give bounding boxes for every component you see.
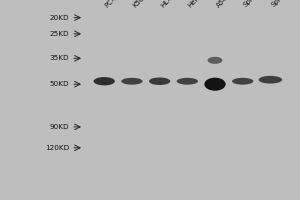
Ellipse shape <box>204 78 226 91</box>
Text: Spleen: Spleen <box>270 0 291 8</box>
Text: Spleen: Spleen <box>243 0 264 8</box>
Text: K562: K562 <box>132 0 149 8</box>
Text: 90KD: 90KD <box>50 124 69 130</box>
Ellipse shape <box>94 77 115 85</box>
Text: A549: A549 <box>215 0 232 8</box>
Text: 50KD: 50KD <box>50 81 69 87</box>
Text: 35KD: 35KD <box>50 55 69 61</box>
Ellipse shape <box>149 77 170 85</box>
Ellipse shape <box>177 78 198 85</box>
Ellipse shape <box>208 57 223 64</box>
Ellipse shape <box>121 78 142 85</box>
Text: Hela: Hela <box>187 0 203 8</box>
Text: HL-60: HL-60 <box>160 0 178 8</box>
Text: 20KD: 20KD <box>50 15 69 21</box>
Text: PC-3: PC-3 <box>104 0 120 8</box>
Ellipse shape <box>232 78 253 85</box>
Ellipse shape <box>259 76 282 84</box>
Text: 120KD: 120KD <box>45 145 69 151</box>
Text: 25KD: 25KD <box>50 31 69 37</box>
